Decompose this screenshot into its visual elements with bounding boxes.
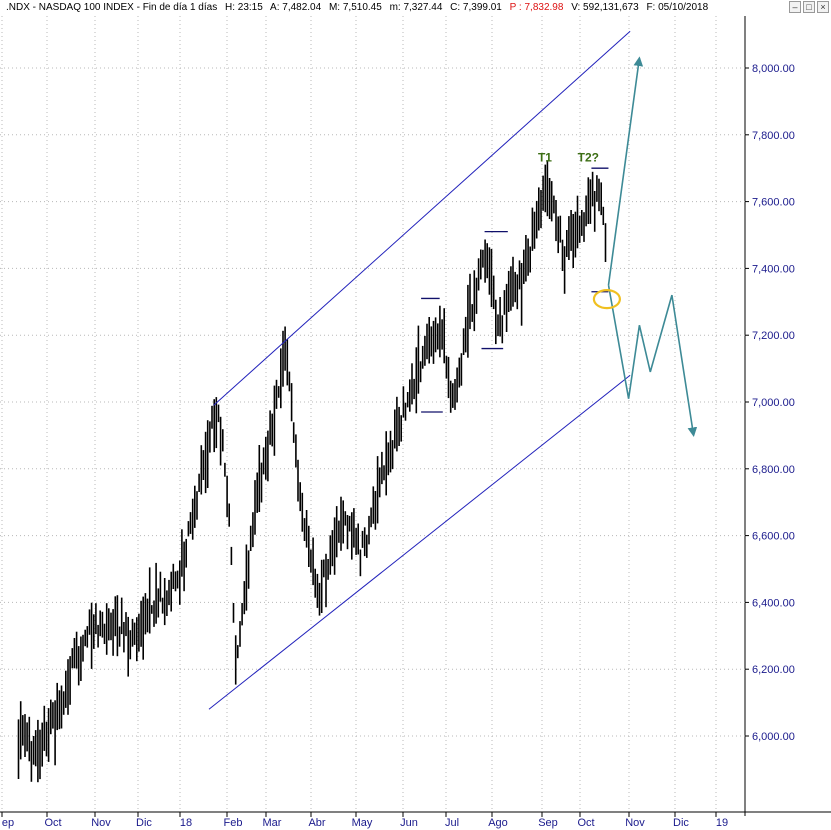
highlight-circle [592,289,622,310]
x-tick-label: ep [2,817,14,829]
y-tick-label: 7,000.00 [752,397,795,409]
channel-lower-line [208,374,631,710]
trend-channel [208,30,631,710]
x-tick-label: Jun [400,817,418,829]
pointer-value: P : 7,832.98 [509,2,564,13]
x-tick-label: Oct [577,817,594,829]
x-tick-label: Dic [136,817,152,829]
open-value: A: 7,482.04 [270,2,322,13]
x-tick-label: Ago [488,817,508,829]
date-value: F: 05/10/2018 [646,2,709,13]
minimize-icon[interactable]: – [789,1,801,13]
y-axis-labels: 6,000.00 6,200.00 6,400.00 6,600.00 6,800.00… [745,63,795,743]
window-buttons: – □ × [789,1,829,13]
x-tick-label: Sep [538,817,558,829]
y-tick-label: 6,600.00 [752,531,795,543]
projection-path [607,284,698,437]
projection-path [607,56,644,286]
y-tick-label: 7,600.00 [752,197,795,209]
channel-upper-line [213,30,631,406]
y-tick-label: 7,400.00 [752,263,795,275]
projection-paths [607,56,698,437]
x-tick-label: Abr [308,817,325,829]
y-tick-label: 6,400.00 [752,597,795,609]
high-value: M: 7,510.45 [328,2,382,13]
annotation-label: T2? [578,151,599,165]
y-tick-label: 7,200.00 [752,330,795,342]
close-value: C: 7,399.01 [450,2,502,13]
annotation-label: T1 [538,151,552,165]
x-tick-label: 18 [180,817,192,829]
y-tick-label: 6,200.00 [752,664,795,676]
y-tick-label: 6,000.00 [752,731,795,743]
volume-value: V: 592,131,673 [571,2,639,13]
symbol-name: .NDX - NASDAQ 100 INDEX - Fin de día 1 d… [6,2,218,13]
close-icon[interactable]: × [817,1,829,13]
x-tick-label: Nov [91,817,111,829]
chart-header: .NDX - NASDAQ 100 INDEX - Fin de día 1 d… [0,0,831,16]
price-bars [17,160,607,783]
x-tick-label: Nov [625,817,645,829]
x-tick-label: Feb [224,817,243,829]
x-tick-label: Jul [445,817,459,829]
annotations: T1 T2? [538,151,622,310]
low-value: m: 7,327.44 [389,2,443,13]
y-tick-label: 7,800.00 [752,130,795,142]
x-tick-label: May [352,817,373,829]
x-tick-label: Mar [263,817,282,829]
plot-background [0,16,831,812]
x-tick-label: 19 [716,817,728,829]
x-tick-label: Oct [44,817,61,829]
x-tick-label: Dic [673,817,689,829]
maximize-icon[interactable]: □ [803,1,815,13]
x-axis-labels: ep Oct Nov Dic 18 Feb Mar Abr May Jun Jul Ago Sep Oct… [1,812,728,829]
y-tick-label: 8,000.00 [752,63,795,75]
chart-grid [0,16,831,816]
time-value: H: 23:15 [224,2,263,13]
y-tick-label: 6,800.00 [752,464,795,476]
